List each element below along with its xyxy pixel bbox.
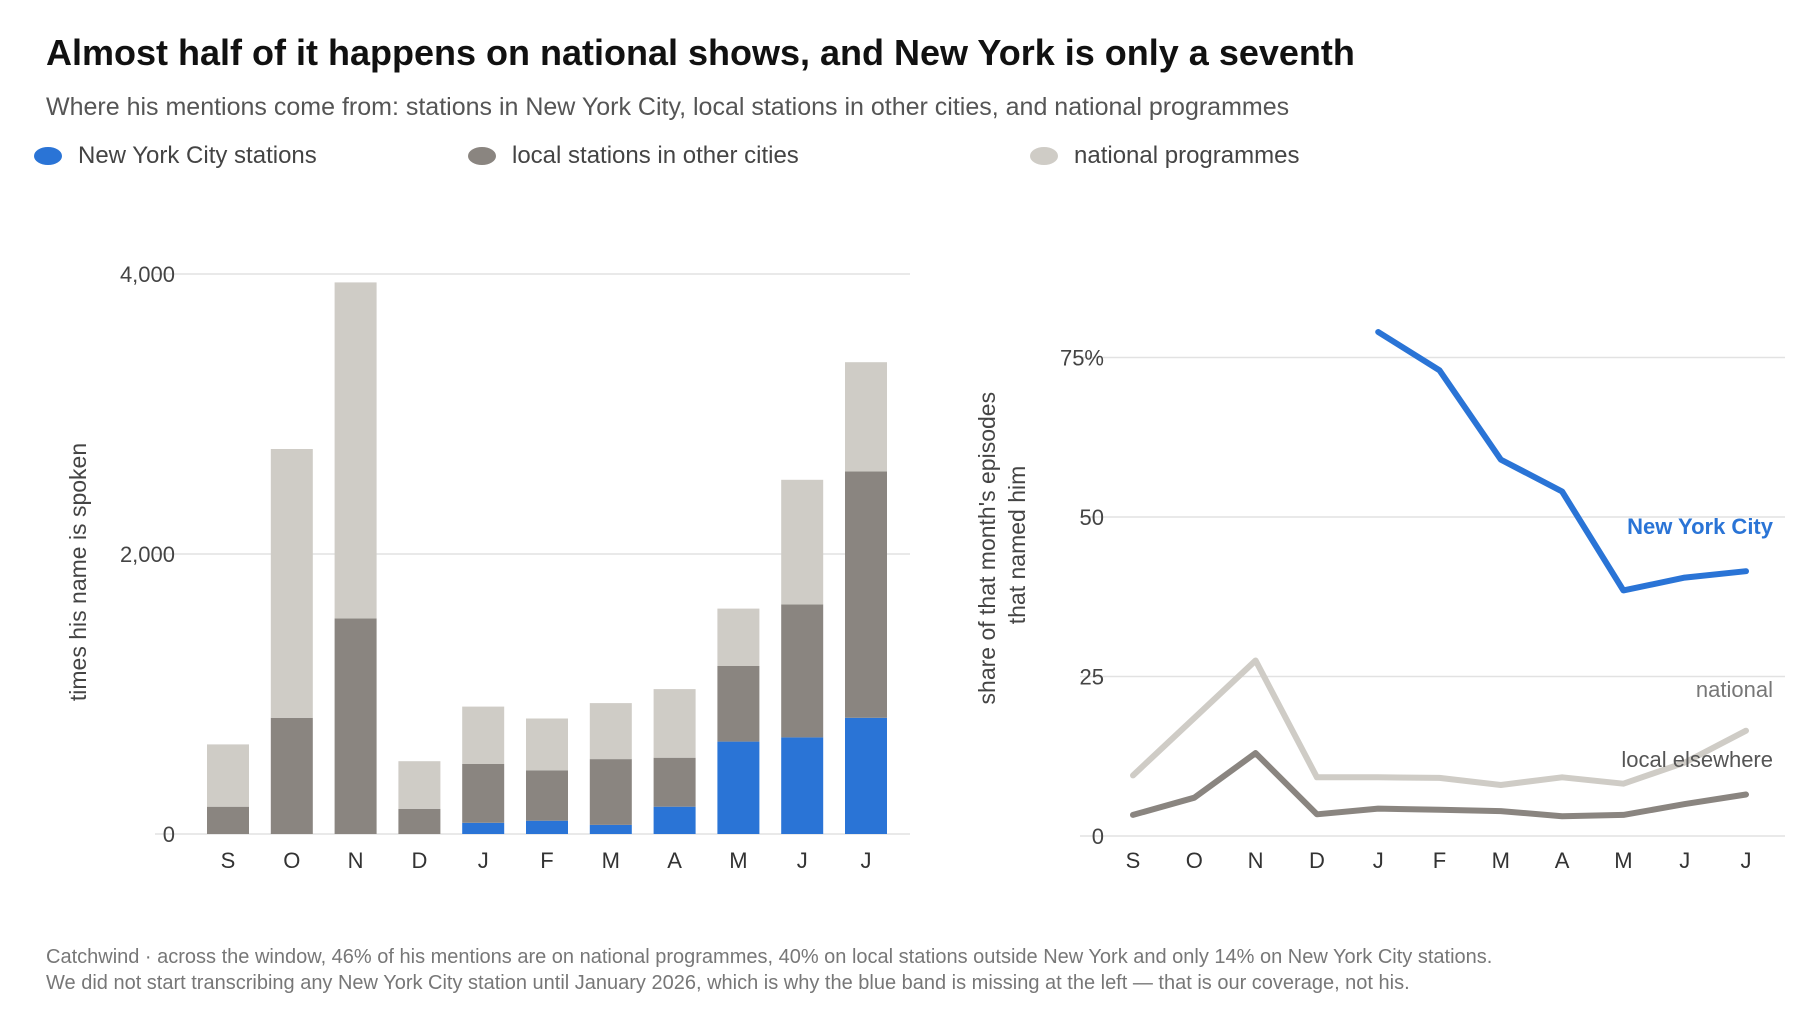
line-y-tick-label: 50	[1080, 505, 1104, 530]
bar-y-tick-label: 0	[163, 822, 175, 847]
line-x-tick-label: A	[1555, 848, 1570, 873]
line-x-tick-label: N	[1248, 848, 1264, 873]
line-y-tick-label: 0	[1092, 824, 1104, 849]
bar-segment-3	[589, 703, 632, 760]
footnote-line-2: We did not start transcribing any New Yo…	[46, 972, 1410, 994]
line-x-tick-label: J	[1373, 848, 1384, 873]
line-x-tick-label: D	[1309, 848, 1325, 873]
bar-segment-1	[462, 822, 505, 834]
bar-segment-1	[781, 737, 824, 834]
bar-segment-2	[526, 770, 568, 821]
legend-item-national: national programmes	[1030, 142, 1299, 170]
bar-segment-2	[845, 471, 887, 718]
bar-x-tick-label: O	[283, 848, 300, 873]
line-x-tick-label: F	[1433, 848, 1446, 873]
legend-item-local: local stations in other cities	[468, 142, 799, 170]
line-label-local-elsewhere: local elsewhere	[1621, 747, 1773, 772]
bar-segment-2	[589, 759, 632, 825]
bar-segment-1	[589, 824, 632, 834]
bar-chart-y-ticks: 0 2,000 4,000	[120, 262, 175, 847]
legend-item-nyc: New York City stations	[34, 142, 317, 170]
line-y-tick-label: 75%	[1060, 346, 1104, 371]
bar-segment-1	[526, 820, 568, 834]
line-chart-series	[1130, 329, 1749, 820]
line-label-national: national	[1696, 677, 1773, 702]
bar-segment-3	[653, 689, 696, 758]
line-chart-y-axis-label: share of that month's episodes that name…	[974, 386, 1030, 705]
bar-segment-3	[334, 282, 377, 619]
bar-segment-2	[334, 618, 377, 834]
line-label-new-york-city: New York City	[1627, 514, 1774, 539]
bar-segment-2	[781, 604, 824, 738]
chart-title: Almost half of it happens on national sh…	[46, 32, 1355, 73]
bar-segment-3	[526, 718, 568, 771]
line-chart-series-labels: New York City national local elsewhere	[1621, 514, 1773, 772]
bar-x-tick-label: J	[861, 848, 872, 873]
line-chart-y-axis-label-line1: share of that month's episodes	[974, 392, 1000, 705]
bar-x-tick-label: F	[540, 848, 553, 873]
bar-segment-3	[398, 761, 441, 809]
legend-swatch-national	[1030, 147, 1058, 165]
bar-x-tick-label: J	[797, 848, 808, 873]
bar-segment-3	[462, 706, 505, 764]
line-x-tick-label: O	[1186, 848, 1203, 873]
bar-segment-3	[781, 479, 824, 605]
bar-x-tick-label: M	[602, 848, 620, 873]
bar-segment-1	[653, 806, 696, 834]
bar-segment-2	[462, 764, 505, 823]
bar-segment-3	[717, 608, 760, 666]
bar-x-tick-label: D	[411, 848, 427, 873]
bar-segment-2	[270, 717, 313, 834]
footnote-line-1: Catchwind · across the window, 46% of hi…	[46, 946, 1493, 968]
bar-segment-1	[845, 717, 887, 834]
bar-segment-2	[717, 666, 760, 742]
bar-segment-1	[717, 741, 760, 834]
line-chart-y-axis-label-line2: that named him	[1004, 466, 1030, 625]
bar-y-tick-label: 4,000	[120, 262, 175, 287]
legend: New York City stations local stations in…	[0, 142, 1802, 176]
bar-y-tick-label: 2,000	[120, 542, 175, 567]
legend-label-local: local stations in other cities	[512, 142, 799, 169]
line-series-path-2	[1130, 657, 1749, 788]
bar-x-tick-label: N	[348, 848, 364, 873]
line-x-tick-label: M	[1492, 848, 1510, 873]
bar-segment-2	[398, 808, 441, 834]
line-x-tick-label: J	[1741, 848, 1752, 873]
bar-x-tick-label: M	[729, 848, 747, 873]
chart-subtitle: Where his mentions come from: stations i…	[46, 93, 1290, 121]
line-chart-y-ticks: 0 25 50 75%	[1060, 346, 1104, 850]
legend-label-nyc: New York City stations	[78, 142, 317, 169]
legend-swatch-nyc	[34, 147, 62, 165]
bar-segment-2	[653, 757, 696, 807]
line-series-path-1	[1375, 329, 1749, 594]
line-series-path-3	[1130, 750, 1749, 820]
bar-segment-3	[845, 362, 887, 472]
legend-label-national: national programmes	[1074, 142, 1300, 169]
line-x-tick-label: J	[1679, 848, 1690, 873]
line-y-tick-label: 25	[1080, 665, 1104, 690]
line-x-tick-label: S	[1126, 848, 1141, 873]
bar-x-tick-label: S	[221, 848, 236, 873]
bar-segment-2	[207, 806, 249, 834]
bar-x-tick-label: A	[667, 848, 682, 873]
line-x-tick-label: M	[1614, 848, 1632, 873]
bar-segment-3	[270, 449, 313, 718]
legend-swatch-local	[468, 147, 496, 165]
bar-chart-y-axis-label: times his name is spoken	[65, 443, 91, 701]
bar-x-tick-label: J	[478, 848, 489, 873]
bar-chart-bars	[207, 282, 887, 834]
line-chart-grid	[1080, 356, 1785, 837]
bar-segment-3	[207, 744, 249, 807]
